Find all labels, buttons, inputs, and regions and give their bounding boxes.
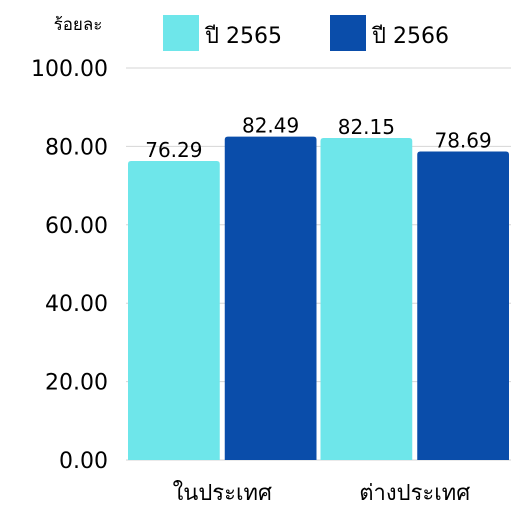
data-label: 76.29 bbox=[145, 138, 202, 162]
x-tick-label: ในประเทศ bbox=[173, 480, 272, 506]
bar bbox=[320, 137, 413, 461]
legend-swatch bbox=[163, 15, 199, 51]
y-axis-label: ร้อยละ bbox=[54, 15, 103, 35]
legend-swatch bbox=[330, 15, 366, 51]
bar bbox=[128, 160, 220, 460]
y-tick-label: 40.00 bbox=[45, 292, 108, 317]
data-label: 82.49 bbox=[242, 114, 299, 138]
y-tick-label: 80.00 bbox=[45, 135, 108, 160]
y-tick-label: 100.00 bbox=[31, 57, 108, 82]
bar bbox=[224, 136, 317, 460]
y-tick-label: 60.00 bbox=[45, 214, 108, 239]
y-tick-label: 20.00 bbox=[45, 371, 108, 396]
data-label: 78.69 bbox=[434, 129, 491, 153]
data-label: 82.15 bbox=[338, 115, 395, 139]
y-tick-label: 0.00 bbox=[59, 449, 108, 474]
legend-label: ปี 2566 bbox=[371, 24, 449, 49]
bar bbox=[417, 151, 509, 460]
legend-label: ปี 2565 bbox=[204, 24, 282, 49]
x-tick-label: ต่างประเทศ bbox=[359, 481, 470, 506]
